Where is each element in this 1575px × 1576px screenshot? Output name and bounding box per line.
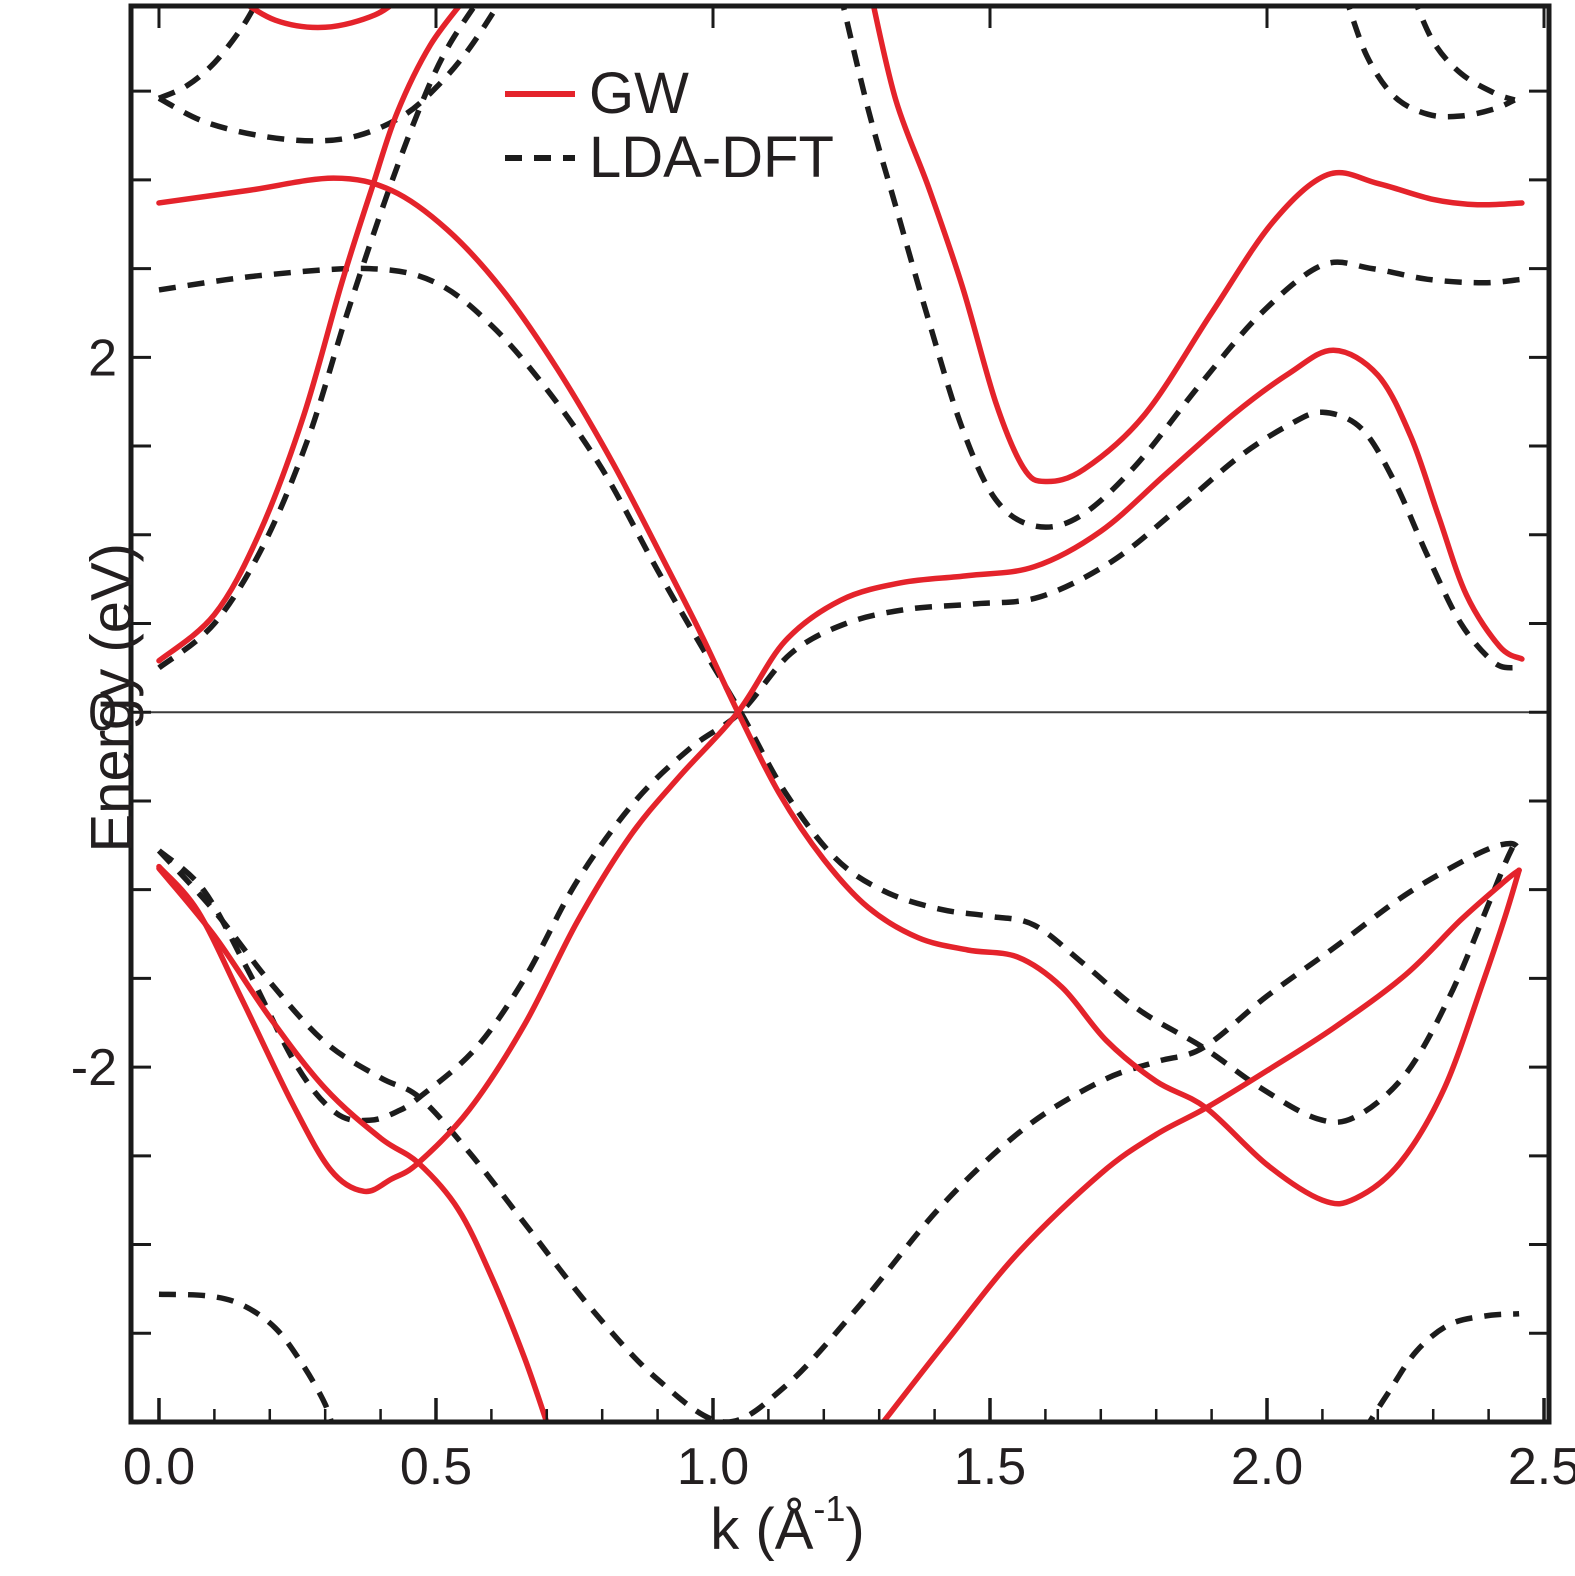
legend-label-gw: GW <box>589 61 689 126</box>
lda-band-curve <box>157 6 258 101</box>
x-axis-title-main: k (Å <box>710 1497 814 1562</box>
x-axis-title-sup: -1 <box>813 1488 846 1529</box>
lda-band-curve <box>1345 6 1516 120</box>
lda-band-curve <box>156 840 1521 1422</box>
lda-band-curve <box>840 6 1523 530</box>
x-tick-label: 2.5 <box>1508 1438 1575 1496</box>
legend-label-lda: LDA-DFT <box>589 125 834 190</box>
gw-band-curve <box>156 865 550 1422</box>
y-tick-label: -2 <box>71 1039 117 1097</box>
lda-band-curve <box>158 1291 335 1422</box>
y-tick-label: 2 <box>88 329 117 387</box>
lda-band-curve <box>1366 1311 1520 1422</box>
lda-band-curve <box>158 265 1517 1125</box>
legend: GW LDA-DFT <box>505 62 834 190</box>
lda-band-curve <box>157 409 1517 1124</box>
lda-band-curve <box>1414 6 1516 103</box>
y-tick-label: 0 <box>88 684 117 742</box>
gw-band-curve <box>879 867 1522 1422</box>
x-axis-title-close: ) <box>845 1497 865 1562</box>
legend-item-gw: GW <box>505 62 834 126</box>
lda-band-curve <box>157 6 478 671</box>
y-axis-title: Energy (eV) <box>79 543 145 853</box>
x-tick-label: 1.0 <box>677 1438 749 1496</box>
x-axis-title: k (Å-1) <box>0 1488 1575 1563</box>
gw-band-curve <box>156 175 1522 1207</box>
plot-frame <box>128 3 1552 1425</box>
gw-band-curve <box>244 6 395 31</box>
lda-band-curve <box>157 6 501 144</box>
x-tick-label: 1.5 <box>954 1438 1026 1496</box>
gw-band-curve <box>156 347 1525 1195</box>
x-tick-label: 0.0 <box>123 1438 195 1496</box>
x-tick-label: 0.5 <box>400 1438 472 1496</box>
gw-band-curve <box>156 6 463 664</box>
gw-band-curve <box>870 6 1525 485</box>
gw-line-swatch <box>505 91 575 97</box>
x-tick-label: 2.0 <box>1231 1438 1303 1496</box>
lda-line-swatch <box>505 155 575 161</box>
legend-item-lda: LDA-DFT <box>505 126 834 190</box>
